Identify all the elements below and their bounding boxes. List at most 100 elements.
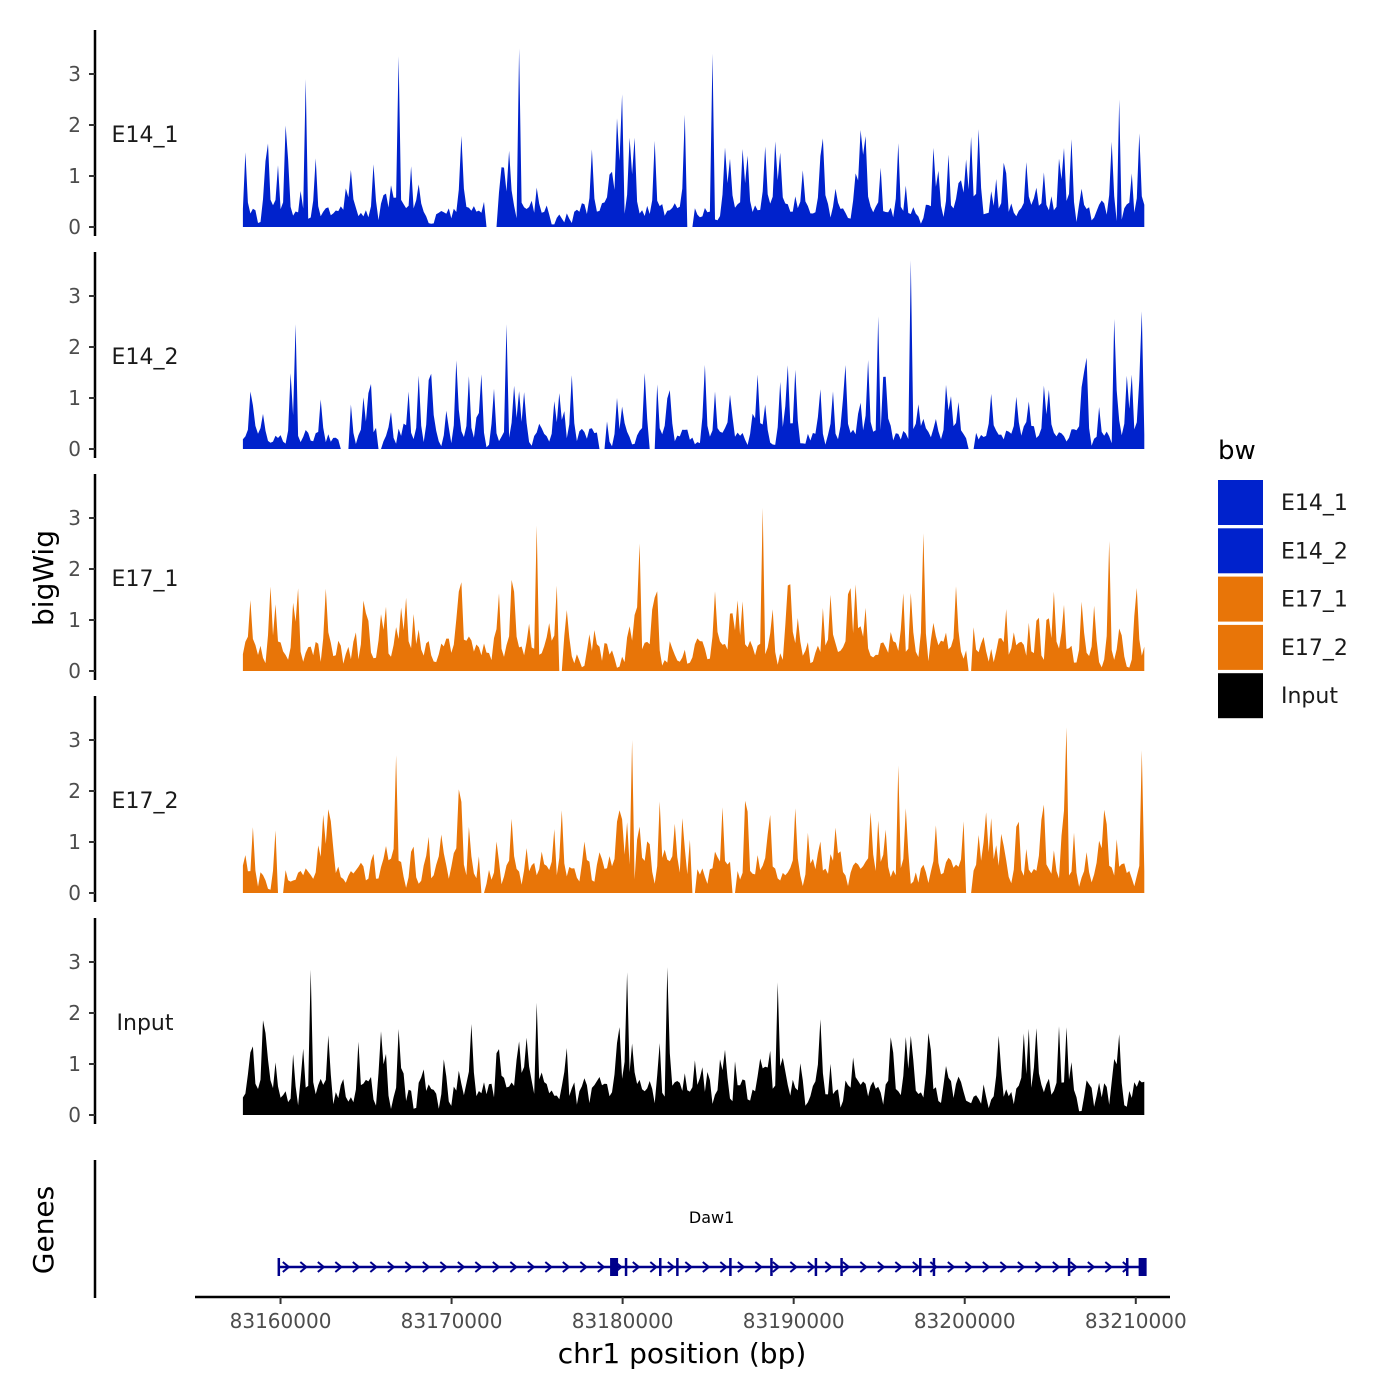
y-tick-label: 2 bbox=[68, 113, 81, 137]
y-axis-title: bigWig bbox=[27, 530, 60, 626]
tracks-layer: 0 1 2 3 E14_1 0 1 2 3 E14_2 0 1 2 3 E17_1 0 1 2 3 E17_2 0 1 2 3… bbox=[68, 30, 1145, 1127]
strand-arrow bbox=[439, 1261, 448, 1273]
legend-swatch-E14_1 bbox=[1218, 480, 1263, 525]
y-tick-label: 3 bbox=[68, 506, 81, 530]
strand-arrow bbox=[842, 1261, 851, 1273]
gene-exon bbox=[610, 1258, 619, 1276]
strand-arrow bbox=[964, 1261, 973, 1273]
y-tick-label: 1 bbox=[68, 608, 81, 632]
track-label-E14_2: E14_2 bbox=[112, 345, 179, 370]
signal-area-E17_1 bbox=[242, 507, 1145, 671]
legend-label-E17_2: E17_2 bbox=[1281, 636, 1348, 661]
genes-track: Daw1 bbox=[93, 1160, 1147, 1298]
x-axis: 83160000 83170000 83180000 83190000 83200000… bbox=[195, 1295, 1187, 1333]
legend-label-E14_2: E14_2 bbox=[1281, 539, 1348, 564]
y-tick-label: 1 bbox=[68, 1052, 81, 1076]
strand-arrow bbox=[282, 1261, 291, 1273]
strand-arrow bbox=[317, 1261, 326, 1273]
strand-arrow bbox=[1069, 1261, 1078, 1273]
strand-arrow bbox=[387, 1261, 396, 1273]
x-tick-label: 83180000 bbox=[572, 1309, 674, 1333]
legend-swatch-E14_2 bbox=[1218, 528, 1263, 574]
gene-exon bbox=[919, 1258, 922, 1276]
x-tick-label: 83210000 bbox=[1085, 1309, 1187, 1333]
track-E14_2: 0 1 2 3 E14_2 bbox=[68, 252, 1145, 461]
signal-area-E14_2 bbox=[242, 260, 1145, 449]
strand-arrow bbox=[737, 1261, 746, 1273]
legend-swatch-E17_1 bbox=[1218, 576, 1263, 622]
strand-arrow bbox=[807, 1261, 816, 1273]
strand-arrow bbox=[719, 1261, 728, 1273]
y-tick-label: 1 bbox=[68, 386, 81, 410]
strand-arrow bbox=[597, 1261, 606, 1273]
track-E14_1: 0 1 2 3 E14_1 bbox=[68, 30, 1145, 239]
strand-arrow bbox=[859, 1261, 868, 1273]
gene-exon bbox=[770, 1258, 773, 1276]
legend-swatch-Input bbox=[1218, 673, 1263, 719]
strand-arrow bbox=[1122, 1261, 1131, 1273]
strand-arrow bbox=[684, 1261, 693, 1273]
legend-swatch-E17_2 bbox=[1218, 624, 1263, 670]
strand-arrow bbox=[1034, 1261, 1043, 1273]
x-tick-label: 83160000 bbox=[230, 1309, 332, 1333]
track-E17_2: 0 1 2 3 E17_2 bbox=[68, 696, 1145, 905]
strand-arrow bbox=[404, 1261, 413, 1273]
strand-arrow bbox=[702, 1261, 711, 1273]
gene-exon bbox=[1138, 1258, 1147, 1276]
y-tick-label: 0 bbox=[68, 1103, 81, 1127]
y-tick-label: 2 bbox=[68, 335, 81, 359]
gene-exon bbox=[277, 1258, 281, 1276]
track-label-Input: Input bbox=[117, 1011, 174, 1036]
gene-exon bbox=[1067, 1258, 1071, 1276]
genes-axis-title: Genes bbox=[27, 1186, 60, 1274]
strand-arrow bbox=[457, 1261, 466, 1273]
x-tick-label: 83170000 bbox=[401, 1309, 503, 1333]
legend-label-Input: Input bbox=[1281, 684, 1338, 709]
strand-arrow bbox=[824, 1261, 833, 1273]
strand-arrow bbox=[422, 1261, 431, 1273]
strand-arrow bbox=[877, 1261, 886, 1273]
track-E17_1: 0 1 2 3 E17_1 bbox=[68, 474, 1145, 683]
gene-exon bbox=[676, 1258, 679, 1276]
strand-arrow bbox=[649, 1261, 658, 1273]
strand-arrow bbox=[982, 1261, 991, 1273]
gene-label: Daw1 bbox=[689, 1208, 734, 1227]
gene-exon bbox=[840, 1258, 843, 1276]
y-tick-label: 0 bbox=[68, 215, 81, 239]
strand-arrow bbox=[947, 1261, 956, 1273]
strand-arrow bbox=[579, 1261, 588, 1273]
gene-exon bbox=[1125, 1258, 1129, 1276]
y-tick-label: 0 bbox=[68, 659, 81, 683]
strand-arrow bbox=[509, 1261, 518, 1273]
gene-exon bbox=[729, 1258, 732, 1276]
strand-arrow bbox=[492, 1261, 501, 1273]
gene-exon bbox=[624, 1258, 628, 1276]
strand-arrow bbox=[772, 1261, 781, 1273]
strand-arrow bbox=[1087, 1261, 1096, 1273]
strand-arrow bbox=[754, 1261, 763, 1273]
gene-exon bbox=[932, 1258, 936, 1276]
y-tick-label: 0 bbox=[68, 881, 81, 905]
strand-arrow bbox=[352, 1261, 361, 1273]
track-label-E14_1: E14_1 bbox=[112, 123, 179, 148]
gene-exon bbox=[659, 1258, 662, 1276]
legend-label-E17_1: E17_1 bbox=[1281, 588, 1348, 613]
track-label-E17_1: E17_1 bbox=[112, 567, 179, 592]
legend-label-E14_1: E14_1 bbox=[1281, 491, 1348, 516]
gene-exon bbox=[814, 1258, 818, 1276]
x-axis-title: chr1 position (bp) bbox=[558, 1337, 807, 1370]
strand-arrow bbox=[632, 1261, 641, 1273]
strand-arrow bbox=[1104, 1261, 1113, 1273]
track-label-E17_2: E17_2 bbox=[112, 789, 179, 814]
y-tick-label: 3 bbox=[68, 62, 81, 86]
strand-arrow bbox=[544, 1261, 553, 1273]
x-tick-label: 83190000 bbox=[743, 1309, 845, 1333]
strand-arrow bbox=[562, 1261, 571, 1273]
strand-arrow bbox=[912, 1261, 921, 1273]
strand-arrow bbox=[929, 1261, 938, 1273]
strand-arrow bbox=[334, 1261, 343, 1273]
strand-arrow bbox=[1052, 1261, 1061, 1273]
y-tick-label: 3 bbox=[68, 284, 81, 308]
